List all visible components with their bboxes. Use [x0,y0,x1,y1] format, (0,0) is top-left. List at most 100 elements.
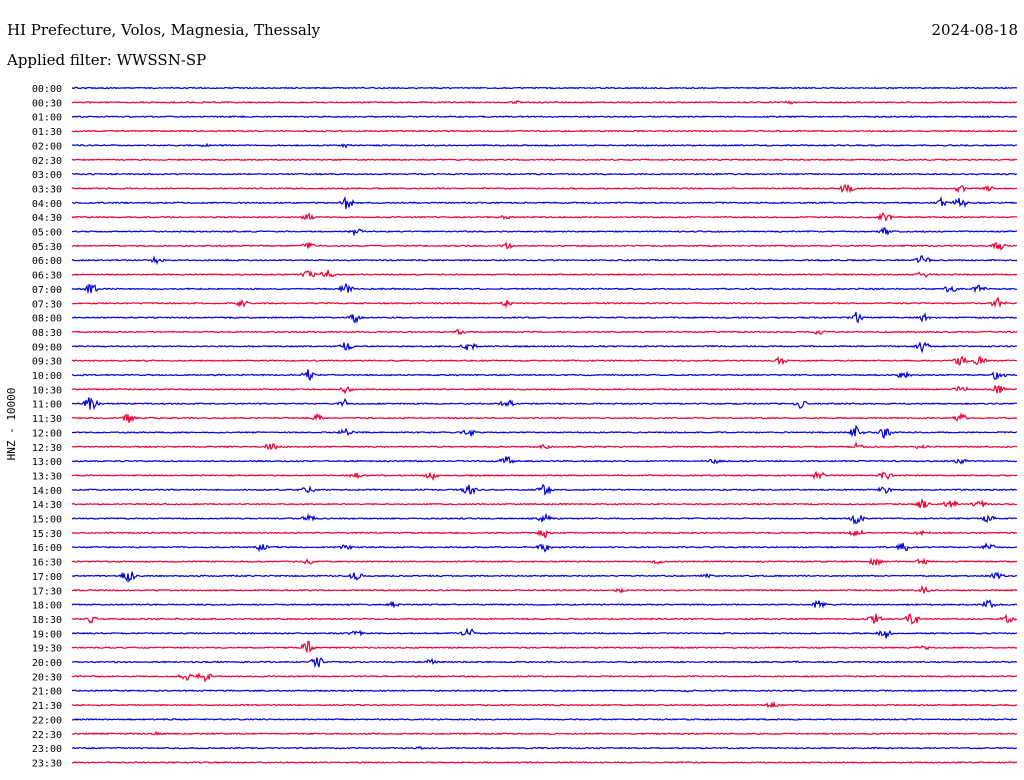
time-label: 22:30 [32,730,62,741]
time-label: 07:00 [32,285,62,296]
time-label: 12:00 [32,428,62,439]
time-label: 04:30 [32,213,62,224]
trace-line [71,700,1018,709]
time-labels-group: 00:00 00:30 01:00 01:30 02:00 02:30 03:00 03:30… [32,84,62,769]
trace-line [71,311,1018,324]
time-label: 02:00 [32,141,62,152]
time-label: 20:00 [32,658,62,669]
trace-line [71,599,1018,609]
date-label: 2024-08-18 [931,21,1018,39]
time-label: 23:30 [32,758,62,769]
time-label: 13:30 [32,471,62,482]
time-label: 18:00 [32,601,62,612]
time-label: 22:00 [32,715,62,726]
trace-line [71,129,1018,133]
trace-line [71,227,1018,237]
time-label: 23:00 [32,744,62,755]
time-label: 18:30 [32,615,62,626]
time-label: 13:00 [32,457,62,468]
time-label: 17:30 [32,586,62,597]
trace-line [71,483,1018,496]
time-label: 15:00 [32,515,62,526]
time-label: 05:30 [32,242,62,253]
time-label: 05:00 [32,228,62,239]
time-label: 09:30 [32,357,62,368]
time-label: 21:30 [32,701,62,712]
time-label: 16:00 [32,543,62,554]
trace-line [71,282,1018,294]
trace-line [71,341,1018,354]
time-label: 01:30 [32,127,62,138]
time-label: 08:00 [32,314,62,325]
trace-line [71,761,1018,764]
time-label: 11:00 [32,400,62,411]
trace-line [71,717,1018,721]
time-label: 15:30 [32,529,62,540]
trace-line [71,254,1018,266]
time-label: 11:30 [32,414,62,425]
trace-line [71,411,1018,423]
trace-line [71,115,1018,119]
trace-line [71,497,1018,509]
time-label: 06:30 [32,271,62,282]
trace-line [71,528,1018,539]
trace-line [71,195,1018,210]
time-label: 14:30 [32,500,62,511]
trace-line [71,441,1018,451]
y-axis-label: HNZ - 10000 [5,388,18,461]
trace-line [71,384,1018,395]
time-label: 12:30 [32,443,62,454]
trace-line [71,730,1018,736]
trace-line [71,657,1018,669]
time-label: 09:00 [32,342,62,353]
trace-line [71,369,1018,382]
time-label: 00:30 [32,98,62,109]
trace-line [71,613,1018,625]
trace-line [71,456,1018,465]
time-label: 01:00 [32,113,62,124]
time-label: 08:30 [32,328,62,339]
trace-line [71,627,1018,639]
trace-line [71,328,1018,336]
trace-line [71,512,1018,526]
time-label: 04:00 [32,199,62,210]
trace-line [71,470,1018,482]
traces-group [71,86,1018,764]
trace-line [72,355,1018,366]
time-label: 03:30 [32,184,62,195]
time-label: 20:30 [32,672,62,683]
trace-line [71,541,1018,553]
trace-line [71,745,1018,750]
time-label: 17:00 [32,572,62,583]
time-label: 14:00 [32,486,62,497]
trace-line [71,557,1018,567]
time-label: 07:30 [32,299,62,310]
time-label: 06:00 [32,256,62,267]
trace-line [71,172,1018,176]
trace-line [71,571,1018,584]
time-label: 19:00 [32,629,62,640]
time-label: 02:30 [32,156,62,167]
time-label: 16:30 [32,558,62,569]
trace-line [71,689,1017,693]
trace-line [71,640,1018,654]
time-label: 21:00 [32,687,62,698]
station-title: HI Prefecture, Volos, Magnesia, Thessaly [7,21,321,39]
trace-line [71,672,1018,683]
trace-line [72,585,1018,594]
trace-line [71,211,1018,223]
trace-line [72,241,1018,251]
time-label: 19:30 [32,644,62,655]
trace-line [71,86,1018,90]
time-label: 10:00 [32,371,62,382]
time-label: 10:30 [32,385,62,396]
trace-line [71,296,1018,309]
time-label: 00:00 [32,84,62,95]
trace-line [71,397,1018,411]
trace-line [71,183,1018,194]
filter-label: Applied filter: WWSSN-SP [7,51,207,69]
trace-line [71,142,1018,149]
trace-line [71,158,1018,162]
trace-line [71,99,1018,105]
